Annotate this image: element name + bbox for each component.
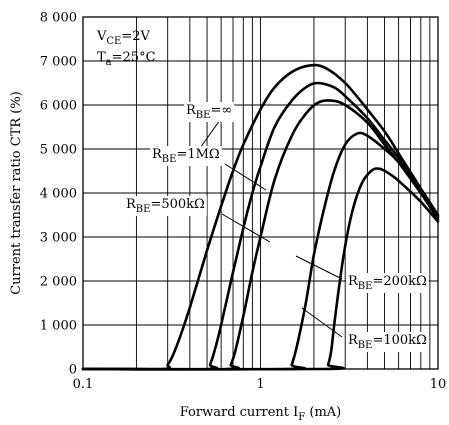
tick-labels: 0 1 000 2 000 3 000 4 000 5 000 6 000 7 000 8 00…: [40, 11, 446, 393]
condition-label: Ta=25°C: [97, 50, 156, 68]
series-label-background: [346, 332, 429, 352]
series-label-background: [150, 146, 222, 166]
grid: [83, 17, 438, 369]
leader-r-be-1m: [224, 163, 267, 191]
series-label-r-be: RBE=∞: [186, 103, 232, 121]
y-axis-label: Current transfer ratio CTR (%): [9, 91, 24, 295]
y-tick-label: 2 000: [40, 275, 77, 290]
curve-r-be-100k: [81, 167, 440, 371]
curve-r-be: [81, 63, 440, 371]
y-tick-label: 6 000: [40, 99, 77, 114]
leader-r-be-200k: [295, 255, 343, 280]
x-tick-label: 10: [430, 377, 447, 392]
series-label-r-be-100k: RBE=100kΩ: [348, 333, 427, 351]
condition-label: VCE=2V: [96, 29, 151, 47]
y-tick-label: 1 000: [40, 319, 77, 334]
y-tick-label: 0: [69, 363, 77, 378]
curve-r-be-500k: [81, 99, 440, 371]
leader-r-be-500k: [221, 213, 271, 243]
curves: [81, 63, 440, 371]
y-tick-label: 3 000: [40, 231, 77, 246]
leader-r-be-100k: [301, 307, 343, 338]
series-label-r-be-1m: RBE=1MΩ: [152, 147, 220, 165]
y-tick-label: 5 000: [40, 143, 77, 158]
series-label-background: [124, 196, 207, 216]
annotations: VCE=2V Ta=25°C RBE=∞ RBE=1MΩ RBE=500kΩ RBE=20…: [96, 29, 429, 352]
series-label-background: [184, 102, 235, 122]
x-axis-label: Forward current IF (mA): [180, 405, 342, 423]
curve-r-be-1m: [81, 81, 440, 371]
series-label-background: [346, 273, 429, 293]
curve-r-be-200k: [81, 131, 440, 371]
y-tick-label: 7 000: [40, 55, 77, 70]
y-tick-label: 8 000: [40, 11, 77, 26]
series-label-r-be-500k: RBE=500kΩ: [126, 197, 205, 215]
series-label-r-be-200k: RBE=200kΩ: [348, 274, 427, 292]
x-tick-label: 0.1: [73, 377, 94, 392]
x-tick-label: 1: [256, 377, 264, 392]
y-tick-label: 4 000: [40, 187, 77, 202]
